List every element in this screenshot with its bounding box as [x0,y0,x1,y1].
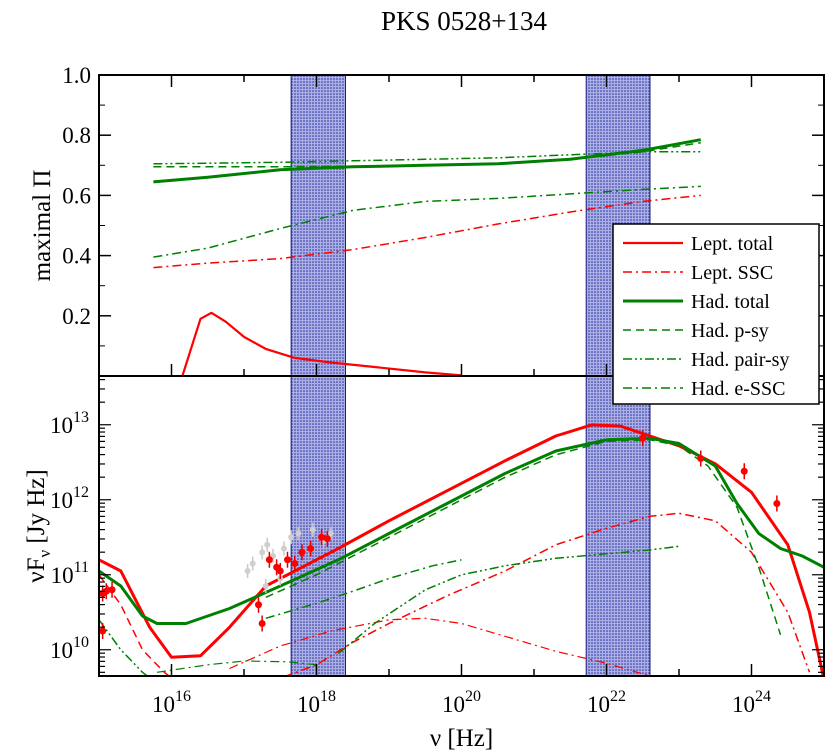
xtick-label-base: 10 [297,692,320,717]
red-data-point-2 [102,587,110,595]
ylabel-part: νF [23,558,50,583]
red-data-point-14 [323,535,331,543]
top-series-3 [153,141,701,168]
grey-data-point-10 [328,530,334,537]
red-data-point-4 [255,601,262,609]
xtick-label-2: 1020 [442,688,481,717]
top-series-4 [153,151,701,165]
grey-data-point-0 [244,568,251,574]
top-ytick-label-0: 0.2 [62,304,91,329]
top-ytick-label-3: 0.8 [62,123,91,148]
bottom-ytick-label-3: 1013 [50,409,89,438]
red-data-point-1 [99,627,107,635]
grey-data-point-2 [259,549,266,556]
xtick-label-base: 10 [442,692,465,717]
top-series-0 [181,311,462,376]
ytick-label-base: 10 [50,488,73,513]
xtick-label-4: 1024 [732,688,771,717]
red-data-point-9 [284,556,291,564]
grey-data-point-5 [280,545,287,552]
bottom-series-6 [99,619,149,676]
legend-label-3: Had. p-sy [691,320,769,342]
legend-label-5: Had. e-SSC [691,378,785,400]
top-series-1 [153,194,701,269]
legend-box [612,223,820,405]
top-panel-series [153,138,702,376]
red-data-point-5 [258,620,266,627]
top-ylabel: maximal Π [29,170,56,282]
ytick-label-base: 10 [50,638,73,663]
top-ytick-label-1: 0.4 [62,244,91,269]
ytick-label-base: 10 [50,413,73,438]
xtick-label-0: 1016 [152,688,191,717]
top-ytick-label-2: 0.6 [62,183,91,208]
grey-data-point-3 [264,541,271,548]
bottom-series-1 [283,512,811,676]
red-data-point-11 [298,548,306,556]
bottom-series-4 [99,436,824,625]
xtick-label-base: 10 [732,692,755,717]
ytick-label-exponent: 11 [74,559,89,576]
bottom-series-9 [156,660,317,673]
ylabel-part: [Jy Hz] [23,469,50,550]
grey-data-point-6 [288,534,295,541]
chart-title: PKS 0528+134 [381,6,548,36]
red-data-point-12 [307,545,315,552]
grey-data-point-12 [262,583,269,589]
xlabel: ν [Hz] [430,725,493,751]
bottom-ytick-label-1: 1011 [51,559,89,588]
grey-data-point-7 [295,530,302,537]
bottom-ytick-label-0: 1010 [50,634,89,663]
bottom-series-5 [265,439,782,636]
legend-label-1: Lept. SSC [691,262,773,284]
xtick-label-1: 1018 [297,688,336,717]
bottom-series-0 [99,423,824,676]
red-data-point-16 [697,455,705,462]
top-ytick-label-4: 1.0 [62,63,91,88]
red-data-point-10 [291,560,299,567]
xtick-label-base: 10 [587,692,610,717]
red-data-point-18 [773,500,781,507]
ytick-label-exponent: 13 [73,409,89,426]
grey-data-point-8 [309,526,316,533]
bottom-ytick-label-2: 1012 [50,484,89,513]
legend-label-4: Had. pair-sy [691,349,789,371]
bottom-series-7 [337,545,680,655]
ytick-label-exponent: 12 [73,484,89,501]
xtick-label-3: 1022 [587,688,626,717]
top-series-5 [153,185,701,258]
xtick-label-exponent: 18 [320,688,336,705]
xtick-label-exponent: 22 [610,688,626,705]
bottom-series-8 [265,559,462,620]
red-data-point-8 [276,567,284,575]
legend-label-2: Had. total [691,291,770,313]
ylabel-subscript: ν [35,550,54,558]
legend-label-0: Lept. total [691,233,774,255]
bottom-ylabel: νFν [Jy Hz] [23,469,54,582]
xtick-label-exponent: 24 [755,688,771,705]
red-data-point-15 [639,434,647,442]
ytick-label-base: 10 [51,563,74,588]
xtick-label-base: 10 [152,692,175,717]
xtick-label-exponent: 20 [465,688,481,705]
red-data-point-6 [265,556,273,564]
red-data-point-13 [318,533,326,541]
bottom-panel-series [99,423,824,676]
red-data-point-17 [740,467,748,475]
red-data-point-3 [108,586,116,594]
ytick-label-exponent: 10 [73,634,89,651]
bottom-series-2 [229,617,652,676]
xtick-label-exponent: 16 [175,688,191,705]
grey-data-point-1 [249,560,256,567]
